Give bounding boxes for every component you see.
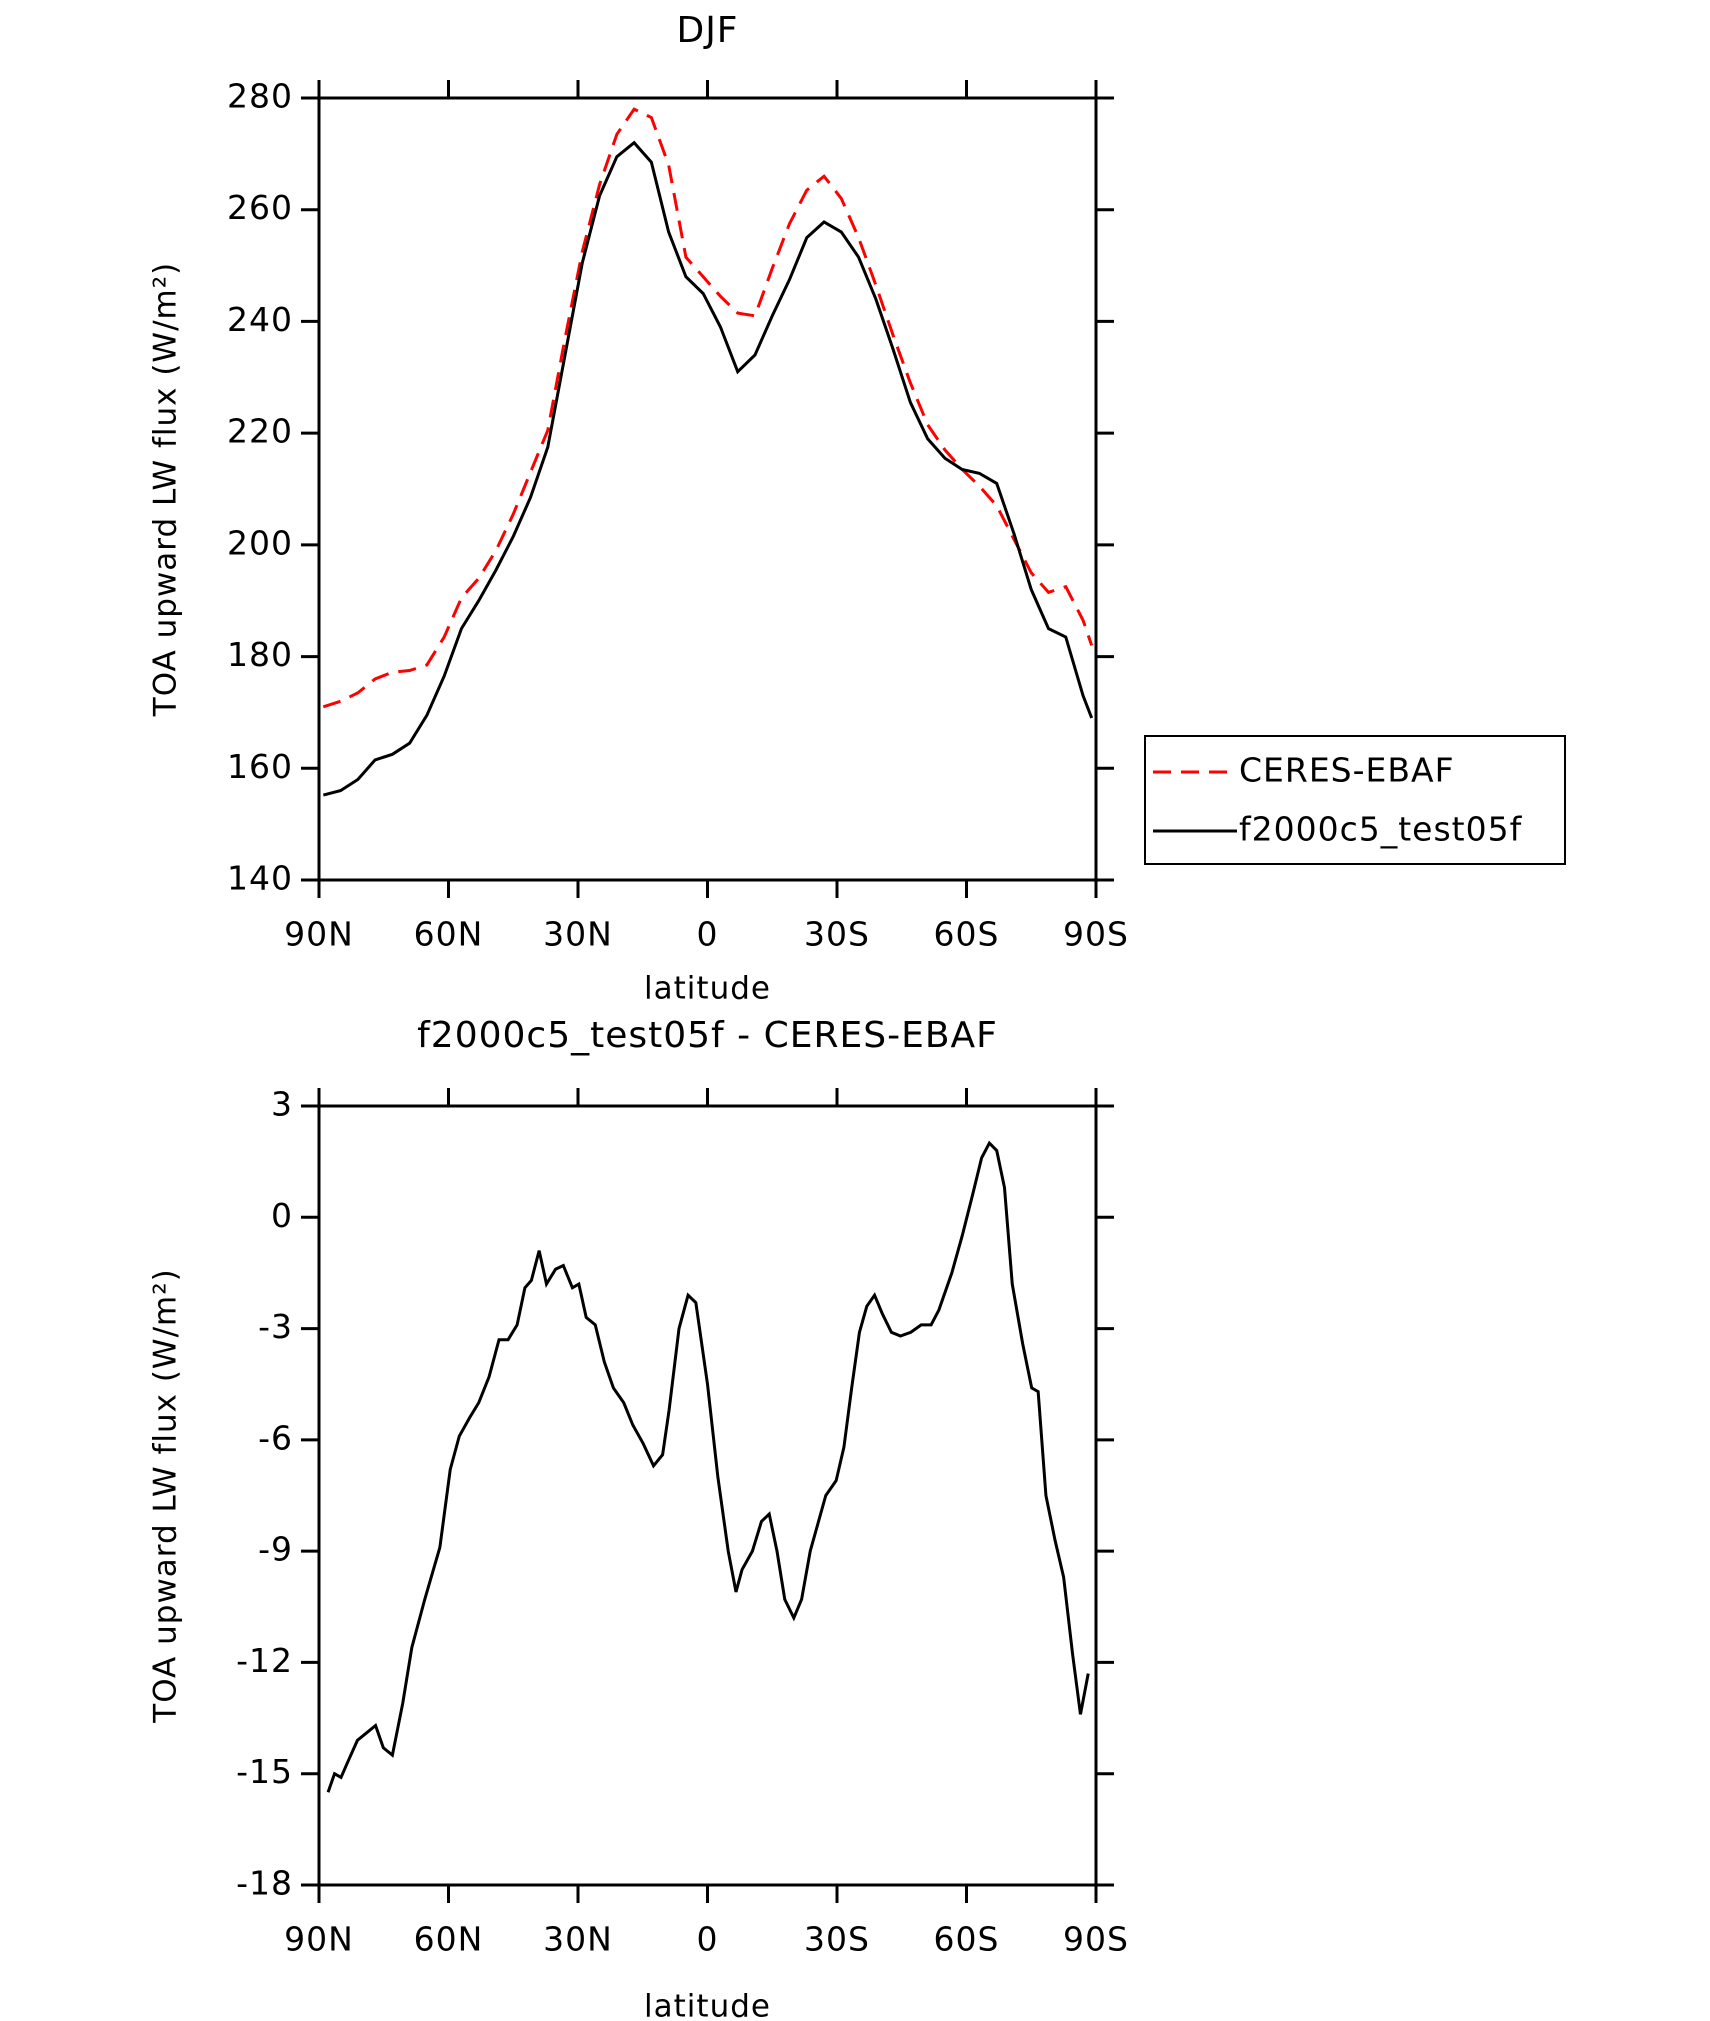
x-tick-label: 60N	[414, 915, 484, 954]
y-tick-label: -3	[258, 1307, 293, 1346]
x-tick-label: 30S	[804, 1920, 870, 1959]
x-tick-label: 30N	[543, 915, 613, 954]
y-tick-label: -18	[236, 1864, 293, 1903]
x-axis-label: latitude	[644, 1989, 771, 2021]
y-tick-label: 160	[227, 747, 293, 786]
y-tick-label: 180	[227, 635, 293, 674]
y-tick-label: -15	[236, 1752, 293, 1791]
legend-label: f2000c5_test05f	[1239, 810, 1523, 849]
y-tick-label: 280	[227, 77, 293, 116]
y-tick-label: 200	[227, 523, 293, 562]
x-tick-label: 90N	[284, 915, 354, 954]
y-tick-label: -9	[258, 1530, 293, 1569]
plot-frame	[317, 96, 1098, 882]
chart-title: f2000c5_test05f - CERES-EBAF	[417, 1015, 998, 1056]
x-tick-label: 60N	[414, 1920, 484, 1959]
x-axis-label: latitude	[644, 971, 771, 1007]
legend-label: CERES-EBAF	[1239, 751, 1455, 790]
x-tick-label: 60S	[934, 1920, 1000, 1959]
legend-box	[1144, 735, 1566, 865]
x-tick-label: 30N	[543, 1920, 613, 1959]
x-tick-label: 90N	[284, 1920, 354, 1959]
x-tick-label: 0	[697, 915, 719, 954]
y-tick-label: 240	[227, 300, 293, 339]
x-tick-label: 60S	[934, 915, 1000, 954]
data-line	[322, 107, 1094, 709]
y-tick-label: 0	[271, 1196, 293, 1235]
y-axis-label: TOA upward LW flux (W/m²)	[148, 1268, 184, 1723]
y-axis-label: TOA upward LW flux (W/m²)	[148, 262, 184, 717]
chart-title: DJF	[676, 10, 738, 51]
y-tick-label: -12	[236, 1641, 293, 1680]
y-tick-label: 260	[227, 188, 293, 227]
y-tick-label: 140	[227, 859, 293, 898]
y-tick-label: 3	[271, 1085, 293, 1124]
plot-frame	[317, 1104, 1098, 1887]
y-tick-label: -6	[258, 1418, 293, 1457]
x-tick-label: 30S	[804, 915, 870, 954]
x-tick-label: 90S	[1063, 1920, 1129, 1959]
y-tick-label: 220	[227, 412, 293, 451]
x-tick-label: 0	[697, 1920, 719, 1959]
data-line	[326, 1140, 1090, 1793]
data-line	[322, 140, 1094, 797]
x-tick-label: 90S	[1063, 915, 1129, 954]
